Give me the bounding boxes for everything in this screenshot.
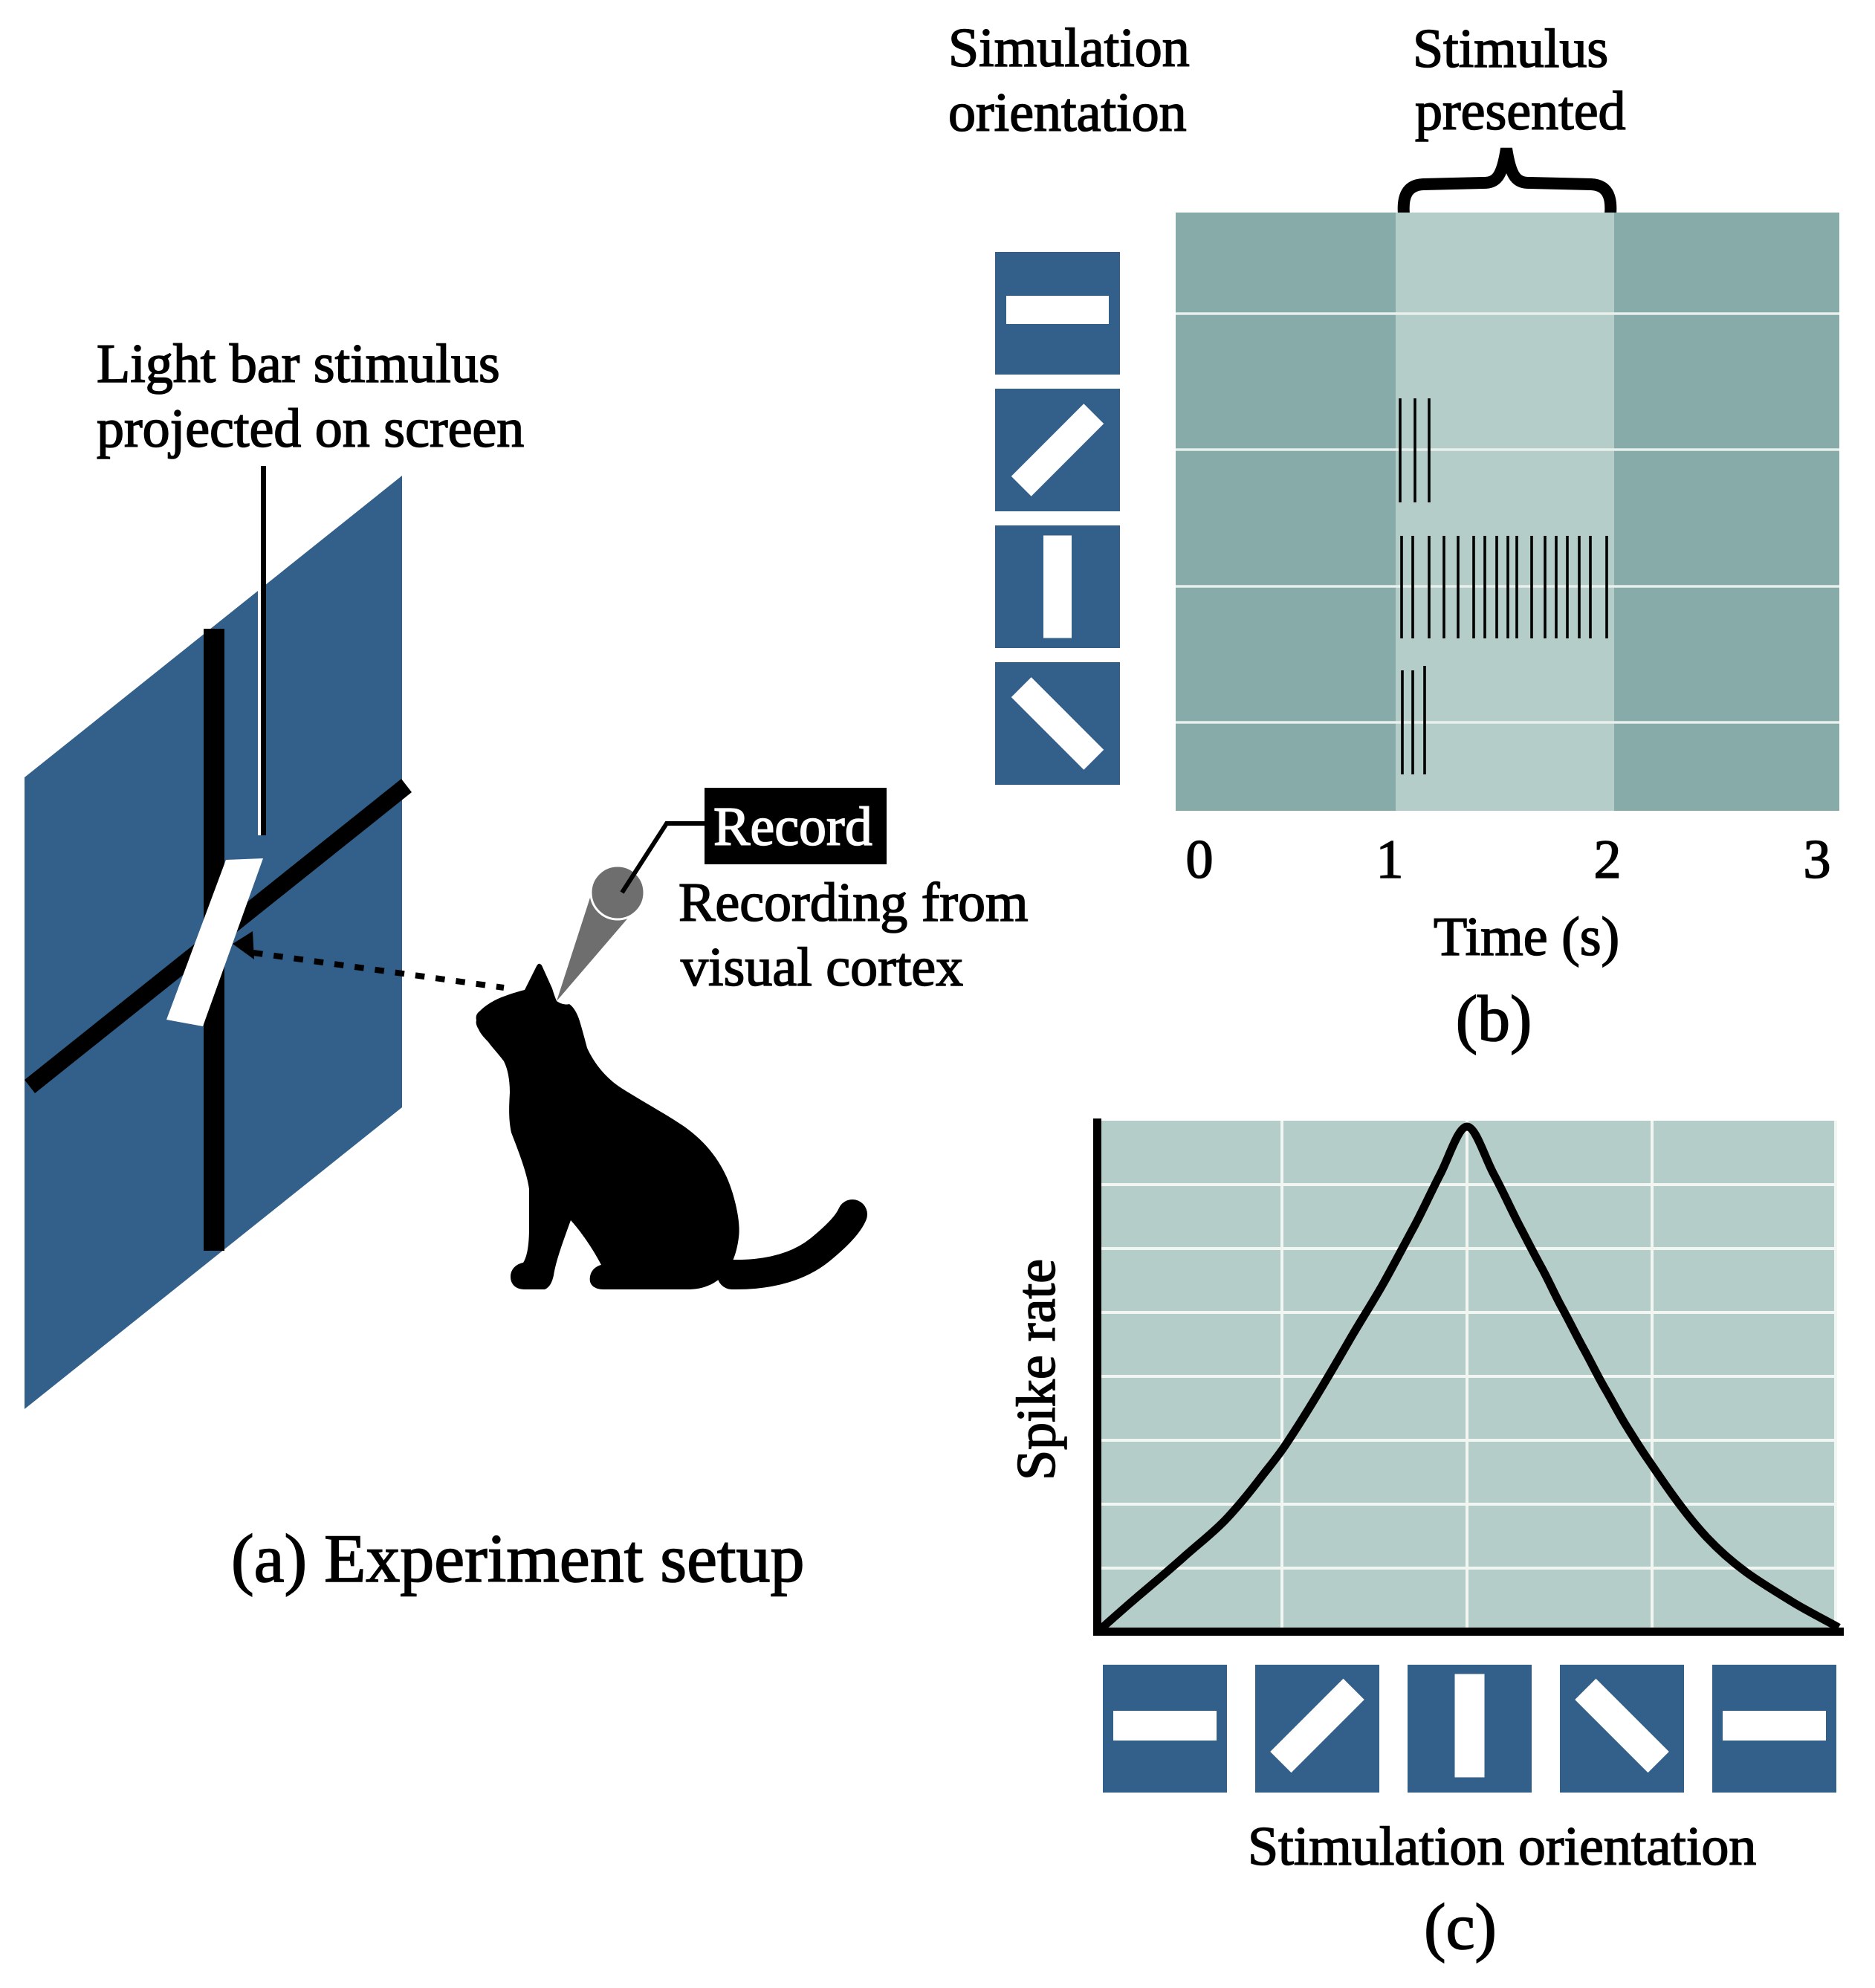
svg-text:Stimulation orientation: Stimulation orientation bbox=[1248, 1816, 1756, 1877]
svg-text:Simulation: Simulation bbox=[948, 18, 1190, 79]
svg-text:projected on screen: projected on screen bbox=[97, 398, 524, 459]
svg-text:1: 1 bbox=[1376, 829, 1404, 890]
svg-text:Light bar stimulus: Light bar stimulus bbox=[97, 334, 500, 395]
svg-text:Recording from: Recording from bbox=[679, 872, 1029, 933]
svg-text:orientation: orientation bbox=[948, 82, 1187, 143]
svg-text:(a) Experiment setup: (a) Experiment setup bbox=[231, 1521, 805, 1596]
svg-text:Record: Record bbox=[713, 797, 872, 858]
svg-text:(c): (c) bbox=[1424, 1891, 1497, 1963]
svg-text:Stimulus: Stimulus bbox=[1413, 19, 1608, 80]
svg-text:3: 3 bbox=[1804, 829, 1831, 890]
svg-text:Spike rate: Spike rate bbox=[1006, 1259, 1067, 1480]
svg-text:(b): (b) bbox=[1456, 983, 1532, 1055]
svg-text:2: 2 bbox=[1594, 829, 1622, 890]
svg-text:Time (s): Time (s) bbox=[1434, 907, 1619, 968]
svg-text:presented: presented bbox=[1415, 81, 1626, 142]
svg-text:visual cortex: visual cortex bbox=[681, 937, 963, 998]
svg-text:0: 0 bbox=[1186, 829, 1214, 890]
